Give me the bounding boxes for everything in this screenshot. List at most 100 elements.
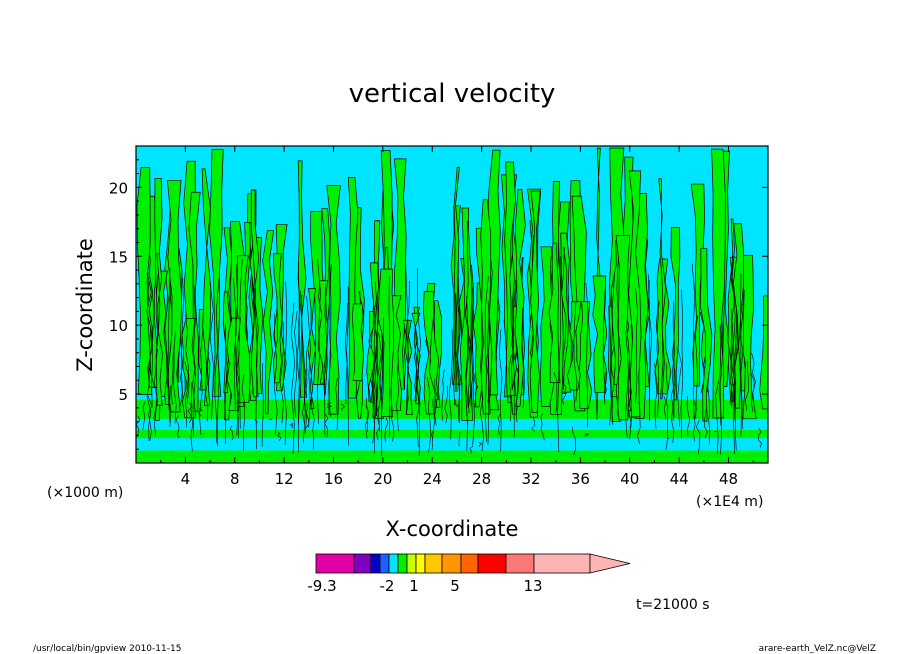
contour-line <box>457 260 461 424</box>
contour-line <box>180 277 184 402</box>
contour-line <box>416 375 421 447</box>
contour-line <box>273 313 278 435</box>
y-tick-label: 5 <box>118 386 128 404</box>
x-tick-label: 28 <box>472 470 491 488</box>
contour-line <box>390 406 395 442</box>
contour-line <box>473 373 478 407</box>
contour-line <box>740 289 745 429</box>
contour-line <box>553 372 558 414</box>
plume-contour <box>366 310 375 402</box>
contour-line <box>261 363 264 447</box>
contour-line <box>388 276 391 438</box>
colorbar-swatch <box>353 553 372 574</box>
contour-line <box>199 330 204 435</box>
contour-line <box>317 258 321 424</box>
plume-contour <box>411 312 421 401</box>
contour-line <box>405 280 410 405</box>
plume-contour <box>167 180 183 413</box>
colorbar-swatch <box>315 553 355 574</box>
contour-line <box>757 428 762 448</box>
colorbar-label: 13 <box>523 577 542 595</box>
x-tick-label: 16 <box>324 470 343 488</box>
time-label: t=21000 s <box>636 597 710 613</box>
contour-line <box>696 419 701 455</box>
contour-line <box>147 396 153 441</box>
contour-line <box>238 259 243 429</box>
x-tick-label: 8 <box>230 470 240 488</box>
x-unit-left: (×1000 m) <box>47 485 123 501</box>
plume-contour <box>690 183 705 387</box>
contour-line <box>169 385 172 428</box>
x-axis-title: X-coordinate <box>386 517 519 541</box>
contour-line <box>375 281 379 417</box>
contour-line <box>557 256 561 452</box>
contour-line <box>469 446 474 454</box>
contour-line <box>448 328 453 440</box>
contour-line <box>296 262 301 425</box>
contour-line <box>277 432 281 441</box>
plume-contour <box>615 235 631 421</box>
plume-contour <box>262 230 275 415</box>
plume-contour <box>472 282 483 408</box>
contour-line <box>346 286 349 446</box>
contour-line <box>616 257 619 416</box>
plume-contour <box>226 317 241 411</box>
plume-contour <box>155 253 163 406</box>
contour-line <box>381 317 384 457</box>
contour-line <box>190 382 193 452</box>
contour-line <box>303 350 308 433</box>
y-axis: 5 10 15 20 <box>109 159 768 450</box>
colorbar-label: -2 <box>380 577 395 595</box>
contour-line <box>573 301 578 402</box>
plume-contour <box>352 303 364 381</box>
contour-line <box>469 286 474 406</box>
contour-line <box>431 431 434 451</box>
contour-line <box>185 313 190 404</box>
contour-line <box>670 384 675 443</box>
contour-line <box>521 307 525 408</box>
contour-line <box>328 264 332 417</box>
contour-line <box>471 310 475 446</box>
contour-line <box>729 392 733 406</box>
contour-line <box>484 276 489 442</box>
colorbar-swatch <box>388 553 399 574</box>
contour-line <box>167 268 171 423</box>
field-band <box>136 429 768 439</box>
contour-line <box>497 414 501 436</box>
plot-area <box>135 145 769 464</box>
contour-line <box>693 400 697 442</box>
contour-line <box>611 345 615 408</box>
y-tick-label: 20 <box>109 179 128 197</box>
contour-line <box>324 413 329 438</box>
contour-line <box>744 360 749 411</box>
contour-line <box>730 308 734 409</box>
x-tick-label: 4 <box>181 470 191 488</box>
colorbar-swatch <box>424 553 443 574</box>
contour-line <box>715 380 720 455</box>
contour-line <box>487 325 490 445</box>
contour-line <box>427 377 431 453</box>
contour-line <box>479 385 484 452</box>
contour-line <box>209 282 214 420</box>
contour-line <box>405 264 409 414</box>
contour-line <box>488 393 491 403</box>
y-axis-title: Z-coordinate <box>73 238 97 372</box>
contour-line <box>498 329 503 451</box>
contour-line <box>366 397 369 433</box>
y-tick-label: 15 <box>109 248 128 266</box>
contour-line <box>434 378 438 426</box>
contour-line <box>344 302 348 405</box>
contour-line <box>627 361 632 440</box>
contour-line <box>704 408 708 439</box>
contour-line <box>146 367 152 442</box>
contour-line <box>214 328 218 443</box>
colorbar-swatch <box>406 553 417 574</box>
contour-line <box>453 293 457 406</box>
colorbar-swatch <box>477 553 507 574</box>
contour-line <box>136 415 141 438</box>
plume-contour <box>209 149 224 397</box>
contour-line <box>282 281 288 445</box>
contour-line <box>241 374 246 452</box>
contour-line <box>625 331 629 438</box>
contour-line <box>751 373 755 412</box>
